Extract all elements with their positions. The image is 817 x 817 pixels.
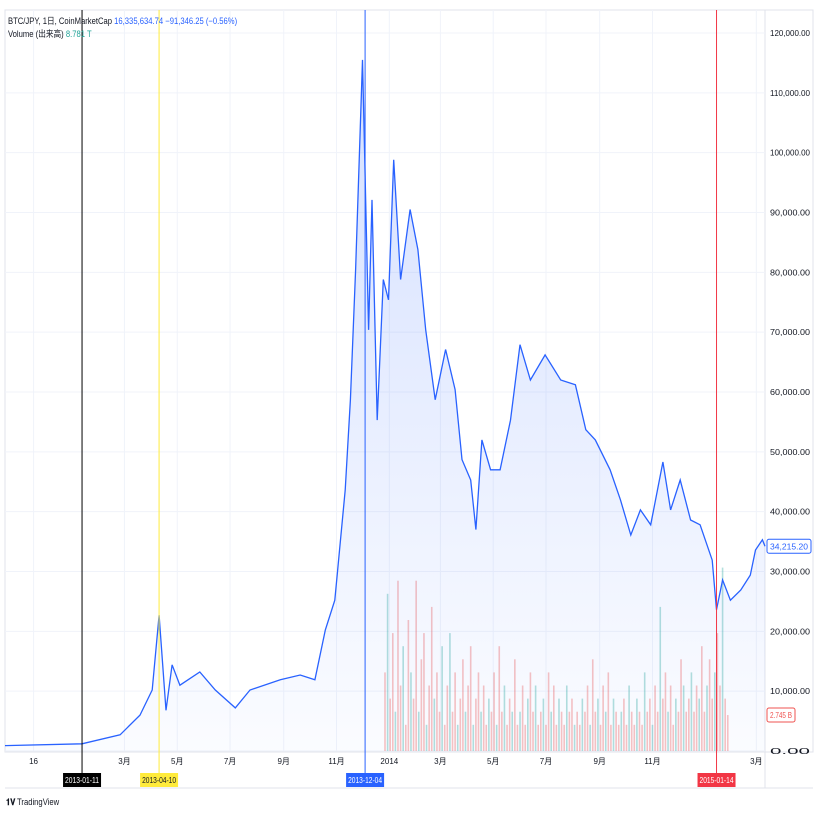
y-tick-label: 40,000.00 — [770, 508, 811, 517]
price-axis[interactable]: 120,000.00 110,000.00 100,000.00 90,000.00 8… — [766, 29, 812, 756]
volume-row: Volume (出来高) 8.781 T — [8, 28, 237, 41]
x-tick-label: 5月 — [171, 757, 183, 766]
x-tick-label: 7月 — [540, 757, 552, 766]
x-tick-label: 9月 — [593, 757, 605, 766]
tradingview-icon: 𝟏𝐕 — [6, 797, 16, 807]
y-tick-label: 20,000.00 — [770, 627, 811, 636]
marker-date-badge — [63, 773, 102, 787]
y-tick-label: 60,000.00 — [770, 388, 811, 397]
last-price-label: 34,215.20 — [770, 542, 809, 551]
last-volume-badge — [766, 707, 796, 723]
marker-date-badge — [140, 773, 179, 787]
last-volume-label: 2.745 B — [770, 711, 792, 720]
marker-date-badge — [346, 773, 385, 787]
price-chart[interactable]: 120,000.00 110,000.00 100,000.00 90,000.00 8… — [0, 0, 817, 795]
symbol-row: BTC/JPY, 1日, CoinMarketCap 16,335,634.74… — [8, 15, 237, 28]
y-tick-label: 50,000.00 — [770, 448, 811, 457]
marker-date-label: 2013-01-11 — [65, 776, 99, 785]
y-tick-label: 110,000.00 — [770, 89, 811, 98]
plot-border — [4, 9, 814, 753]
x-tick-label: 3月 — [434, 757, 446, 766]
volume-title[interactable]: Volume (出来高) — [8, 29, 64, 39]
symbol-title[interactable]: BTC/JPY, 1日, CoinMarketCap — [8, 16, 113, 26]
x-tick-label: 11月 — [644, 757, 660, 766]
price-line — [4, 59, 766, 747]
time-axis[interactable]: 16 3月 5月 7月 9月 11月 2014 3月 5月 7月 9月 11月 3月 2013-01-11… — [29, 751, 763, 787]
y-tick-label: 10,000.00 — [770, 687, 811, 696]
y-tick-label: 100,000.00 — [770, 149, 811, 158]
x-tick-label: 16 — [29, 757, 38, 766]
tradingview-logo[interactable]: 𝟏𝐕 TradingView — [6, 797, 59, 808]
y-tick-label: 90,000.00 — [770, 209, 811, 218]
price-change: −91,346.25 (−0.56%) — [165, 16, 238, 26]
x-tick-label: 3月 — [750, 757, 762, 766]
y-tick-label: 80,000.00 — [770, 268, 811, 277]
volume-value: 8.781 T — [65, 29, 92, 39]
brand-text: TradingView — [17, 797, 60, 807]
last-price-badge — [766, 538, 812, 554]
marker-date-label: 2015-01-14 — [700, 776, 734, 785]
x-tick-label: 3月 — [118, 757, 130, 766]
x-tick-label: 2014 — [380, 757, 398, 766]
y-tick-label: 70,000.00 — [770, 328, 811, 337]
marker-date-label: 2013-12-04 — [348, 776, 382, 785]
x-tick-label: 7月 — [224, 757, 236, 766]
marker-date-badge — [697, 773, 736, 787]
y-tick-label: 30,000.00 — [770, 568, 811, 577]
y-tick-label: 0.00 — [770, 747, 811, 756]
legend: BTC/JPY, 1日, CoinMarketCap 16,335,634.74… — [8, 15, 237, 41]
x-tick-label: 9月 — [277, 757, 289, 766]
x-tick-label: 11月 — [328, 757, 344, 766]
date-markers — [81, 10, 718, 751]
y-tick-label: 120,000.00 — [770, 29, 811, 38]
last-price: 16,335,634.74 — [114, 16, 164, 26]
price-area-fill — [5, 59, 765, 751]
x-tick-label: 5月 — [487, 757, 499, 766]
marker-date-label: 2013-04-10 — [142, 776, 176, 785]
